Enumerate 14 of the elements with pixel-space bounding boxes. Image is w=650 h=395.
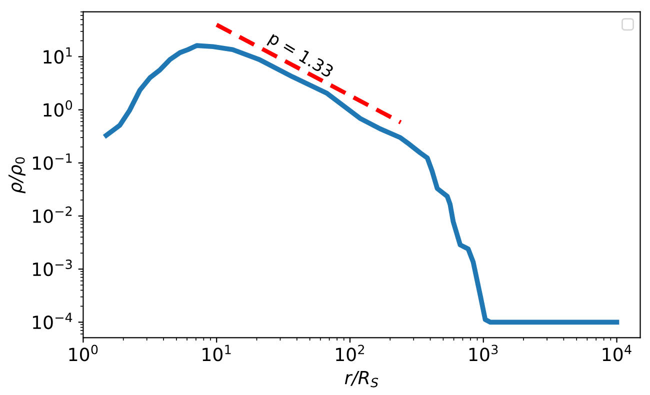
x-tick-label: 10$^{0}$ <box>69 344 98 362</box>
y-axis-title: ρ/ρ$_{0}$ <box>8 157 26 194</box>
annotation: p = 1.33 <box>266 31 334 81</box>
x-axis-title: r/R$_{S}$ <box>344 371 378 388</box>
y-tick-label: 10$^{−1}$ <box>33 154 72 170</box>
y-tick-label: 10$^{−4}$ <box>33 312 72 330</box>
x-tick-label: 10$^{3}$ <box>469 344 498 362</box>
y-tick-label: 10$^{−2}$ <box>33 206 72 223</box>
y-tick-label: 10$^{0}$ <box>44 100 72 117</box>
x-tick-label: 10$^{2}$ <box>336 344 364 362</box>
x-tick-label: 10$^{4}$ <box>602 344 632 362</box>
x-tick-label: 10$^{1}$ <box>202 344 231 362</box>
y-tick-label: 10$^{−3}$ <box>33 260 72 276</box>
y-tick-label: 10$^{1}$ <box>44 47 72 64</box>
